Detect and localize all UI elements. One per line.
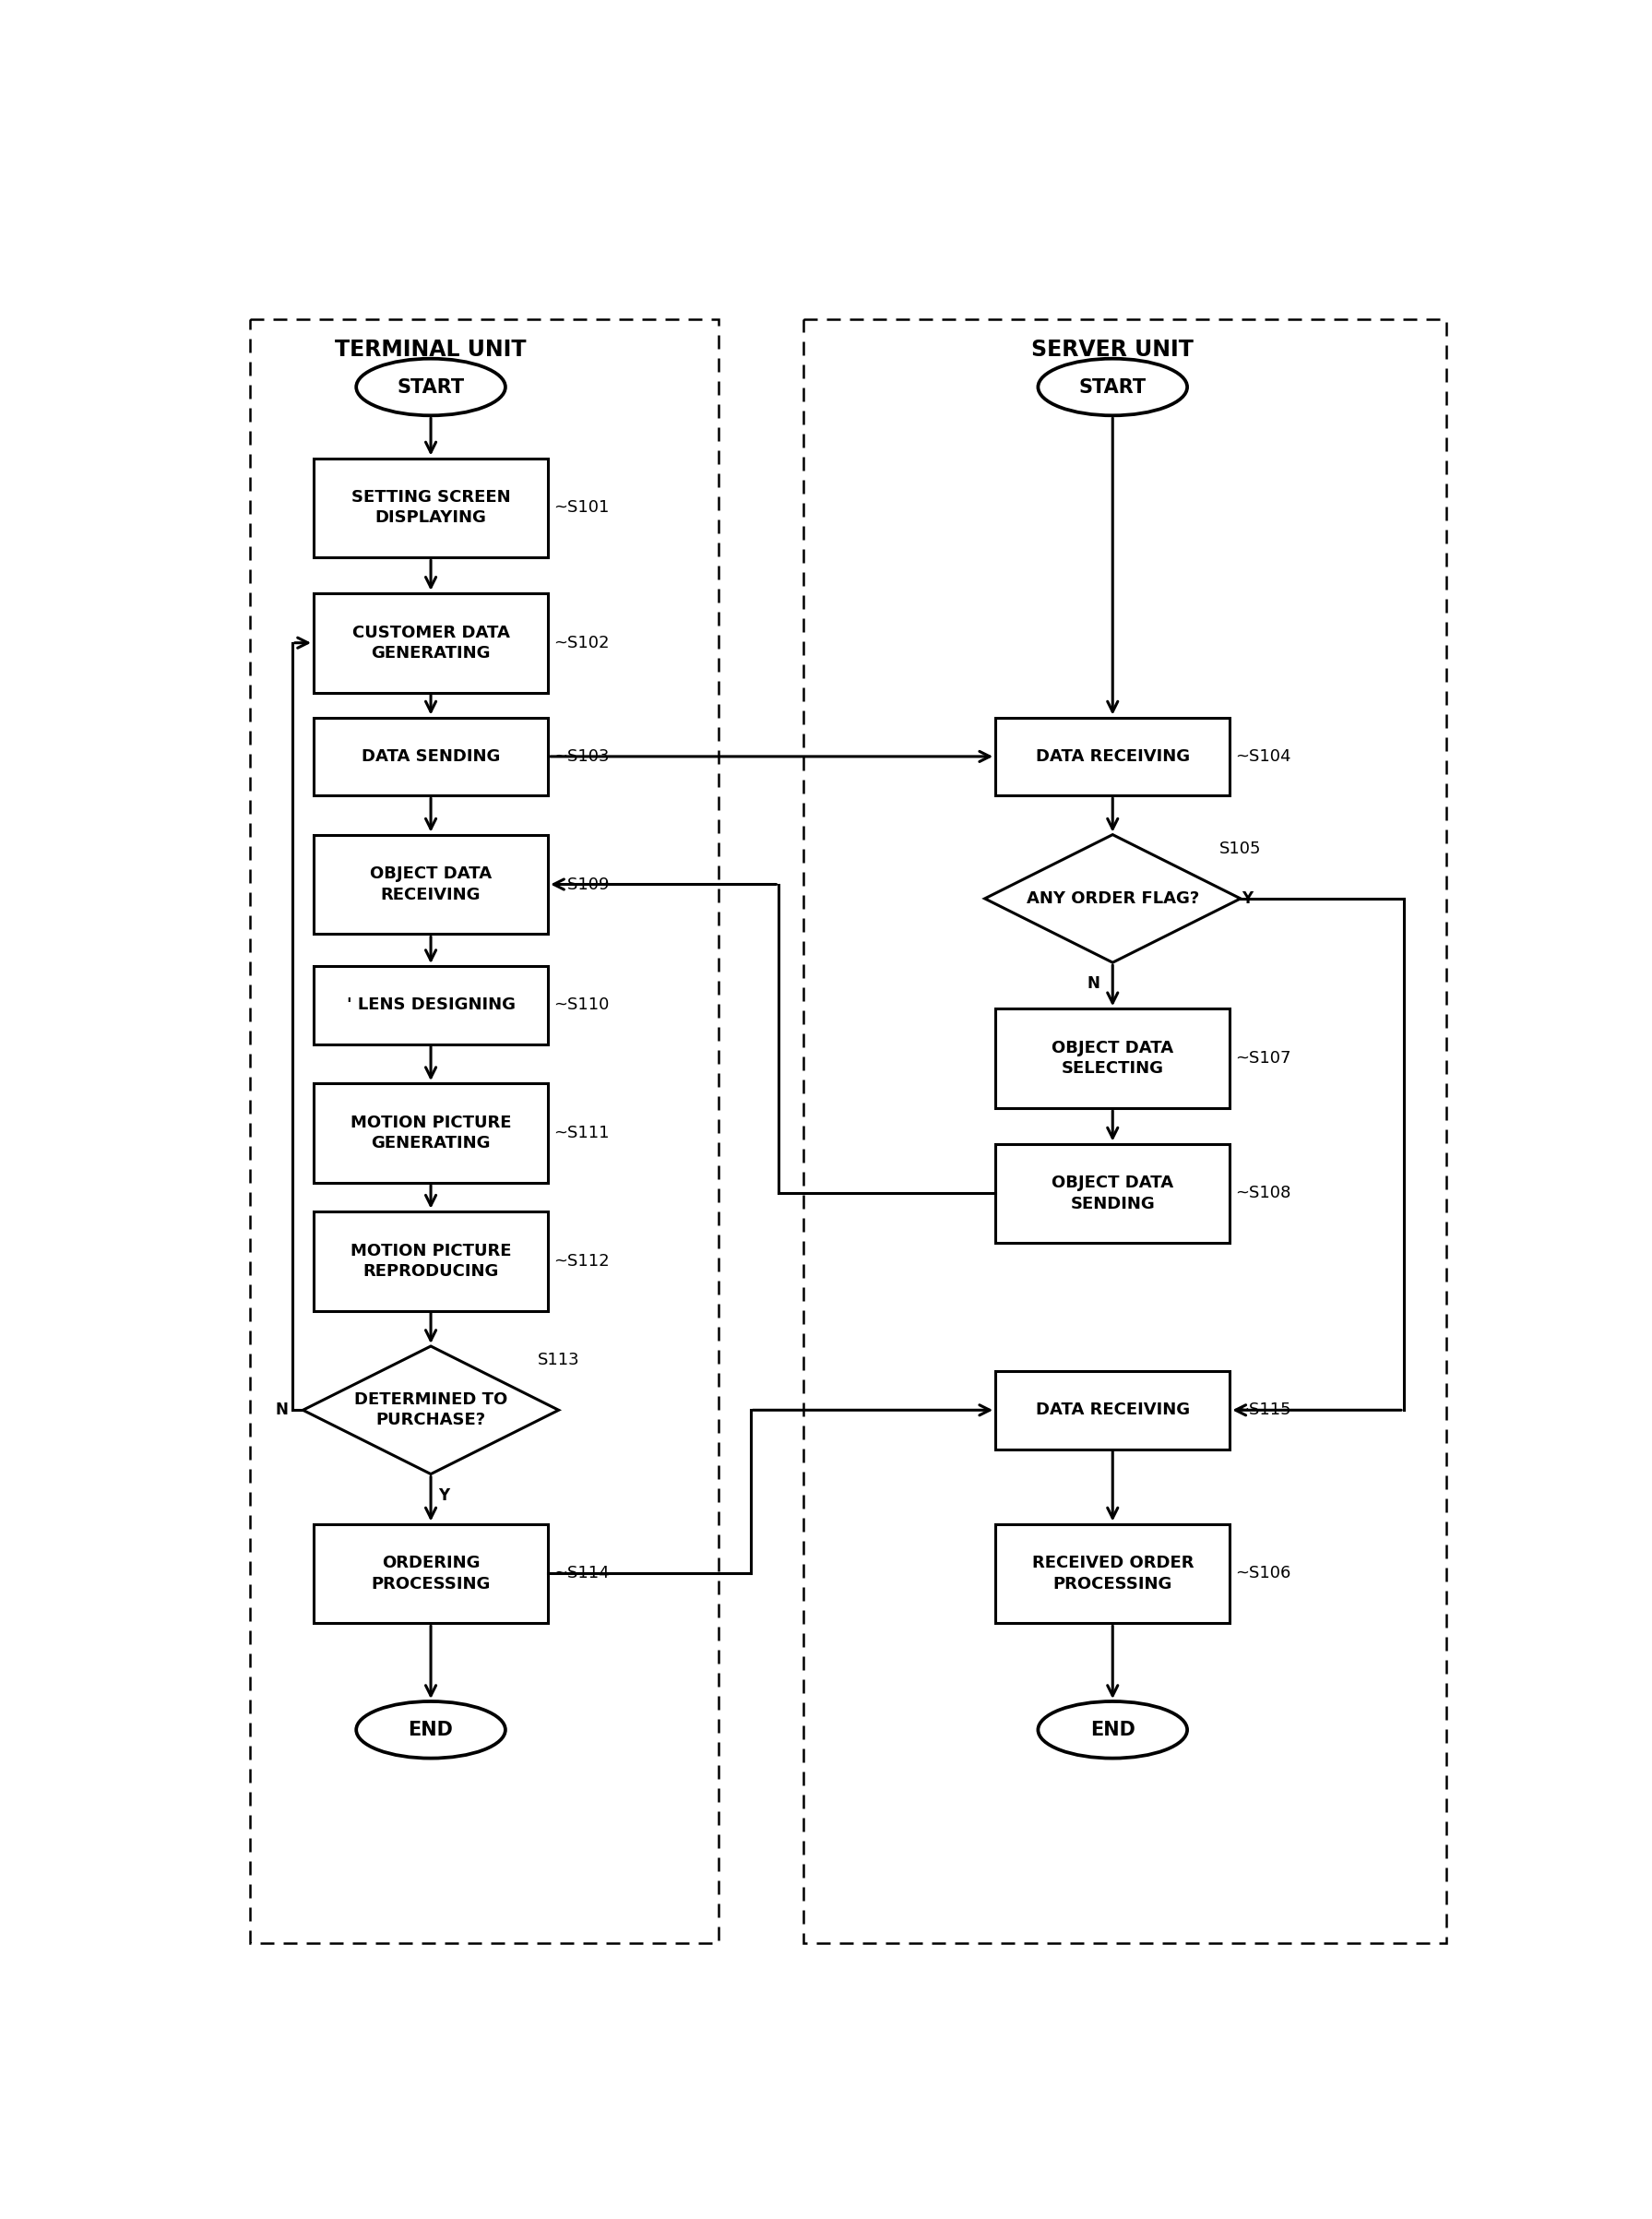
Text: S105: S105	[1219, 841, 1260, 857]
Text: CUSTOMER DATA
GENERATING: CUSTOMER DATA GENERATING	[352, 624, 509, 661]
Text: DETERMINED TO
PURCHASE?: DETERMINED TO PURCHASE?	[354, 1391, 507, 1429]
Bar	[996, 1371, 1229, 1449]
Text: MOTION PICTURE
REPRODUCING: MOTION PICTURE REPRODUCING	[350, 1243, 510, 1280]
Text: OBJECT DATA
RECEIVING: OBJECT DATA RECEIVING	[370, 865, 492, 903]
Text: START: START	[1079, 377, 1146, 397]
Bar	[314, 1212, 548, 1311]
Bar	[314, 457, 548, 557]
Text: SERVER UNIT: SERVER UNIT	[1031, 340, 1194, 362]
Polygon shape	[302, 1347, 558, 1473]
Text: ~S109: ~S109	[553, 877, 610, 892]
Text: ~S115: ~S115	[1236, 1402, 1292, 1418]
Text: ~S110: ~S110	[553, 996, 610, 1014]
Ellipse shape	[1037, 359, 1188, 415]
Bar	[314, 834, 548, 934]
Text: N: N	[276, 1402, 287, 1418]
Bar	[996, 1010, 1229, 1107]
Text: END: END	[1090, 1720, 1135, 1740]
Text: ~S101: ~S101	[553, 499, 610, 517]
Bar	[314, 1083, 548, 1183]
Polygon shape	[985, 834, 1241, 963]
Bar	[803, 320, 1447, 1944]
Bar	[996, 1524, 1229, 1624]
Bar	[249, 320, 719, 1944]
Bar	[996, 1143, 1229, 1243]
Text: OBJECT DATA
SELECTING: OBJECT DATA SELECTING	[1052, 1041, 1173, 1076]
Text: ORDERING
PROCESSING: ORDERING PROCESSING	[372, 1556, 491, 1591]
Ellipse shape	[357, 359, 506, 415]
Text: ~S107: ~S107	[1236, 1050, 1292, 1067]
Text: ~S106: ~S106	[1236, 1564, 1292, 1582]
Ellipse shape	[357, 1702, 506, 1757]
Text: ~S111: ~S111	[553, 1125, 610, 1141]
Text: DATA RECEIVING: DATA RECEIVING	[1036, 748, 1189, 766]
Bar	[314, 1524, 548, 1624]
Ellipse shape	[1037, 1702, 1188, 1757]
Text: Y: Y	[1242, 890, 1254, 908]
Text: RECEIVED ORDER
PROCESSING: RECEIVED ORDER PROCESSING	[1032, 1556, 1194, 1591]
Text: ~S104: ~S104	[1236, 748, 1292, 766]
Text: OBJECT DATA
SENDING: OBJECT DATA SENDING	[1052, 1174, 1173, 1212]
Text: N: N	[1087, 976, 1100, 992]
Text: S113: S113	[537, 1351, 580, 1369]
Text: ~S103: ~S103	[553, 748, 610, 766]
Text: END: END	[408, 1720, 453, 1740]
Text: ~S108: ~S108	[1236, 1185, 1292, 1203]
Text: ~S102: ~S102	[553, 635, 610, 650]
Text: TERMINAL UNIT: TERMINAL UNIT	[335, 340, 527, 362]
Text: DATA RECEIVING: DATA RECEIVING	[1036, 1402, 1189, 1418]
Text: MOTION PICTURE
GENERATING: MOTION PICTURE GENERATING	[350, 1114, 510, 1152]
Text: ' LENS DESIGNING: ' LENS DESIGNING	[347, 996, 515, 1014]
Text: SETTING SCREEN
DISPLAYING: SETTING SCREEN DISPLAYING	[352, 488, 510, 526]
Text: START: START	[396, 377, 464, 397]
Text: Y: Y	[438, 1487, 449, 1504]
Text: ANY ORDER FLAG?: ANY ORDER FLAG?	[1026, 890, 1199, 908]
Bar	[314, 965, 548, 1045]
Text: ~S112: ~S112	[553, 1252, 610, 1269]
Text: DATA SENDING: DATA SENDING	[362, 748, 501, 766]
Text: ~S114: ~S114	[553, 1564, 610, 1582]
Bar	[314, 592, 548, 692]
Bar	[996, 717, 1229, 797]
Bar	[314, 717, 548, 797]
